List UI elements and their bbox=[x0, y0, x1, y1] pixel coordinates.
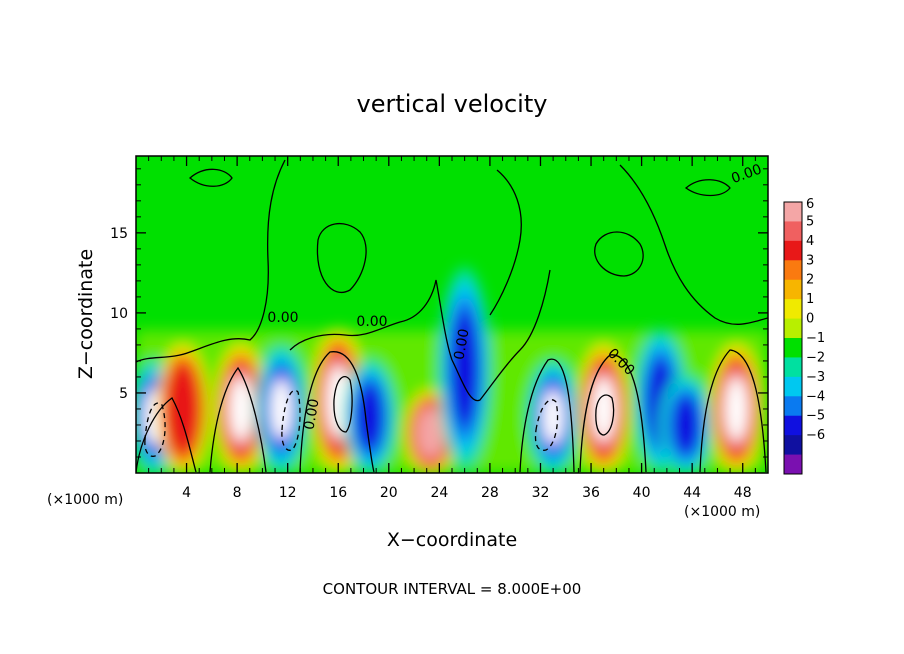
zero-contour bbox=[316, 222, 367, 293]
x-tick-label: 48 bbox=[734, 485, 752, 501]
zero-contour bbox=[299, 351, 375, 473]
x-tick-label: 24 bbox=[430, 485, 448, 501]
colorbar-swatch bbox=[784, 396, 802, 417]
colorbar-label: −5 bbox=[806, 409, 825, 424]
x-tick-label: 36 bbox=[582, 485, 600, 501]
colorbar-swatch bbox=[784, 240, 802, 261]
zero-contour bbox=[684, 179, 731, 197]
colorbar-label: −4 bbox=[806, 389, 825, 404]
contour-label: 0.00 bbox=[267, 310, 298, 326]
positive-contour bbox=[333, 376, 353, 433]
negative-contour bbox=[534, 399, 559, 451]
contour-label: 0.00 bbox=[301, 398, 322, 431]
updraft-cell bbox=[592, 378, 615, 440]
zero-contour bbox=[619, 164, 768, 325]
updraft-cell bbox=[725, 378, 748, 440]
x-axis-label: X−coordinate bbox=[387, 529, 517, 551]
contour-layer bbox=[136, 159, 768, 473]
colorbar-label: 2 bbox=[806, 273, 814, 288]
updraft-cell bbox=[416, 406, 445, 460]
colorbar-label: 1 bbox=[806, 292, 814, 307]
colorbar-label: −2 bbox=[806, 350, 825, 365]
x-tick-label: 32 bbox=[532, 485, 550, 501]
colorbar-swatch bbox=[784, 318, 802, 339]
colorbar: 6 5 4 3 2 1 0 −1 −2 −3 −4 −5 −6 bbox=[783, 197, 825, 475]
zero-contour bbox=[699, 349, 767, 473]
updraft-cell bbox=[229, 378, 252, 440]
zero-contour bbox=[594, 231, 644, 277]
colorbar-label: 0 bbox=[806, 312, 814, 327]
field-layer bbox=[136, 266, 768, 473]
x-tick-label: 28 bbox=[481, 485, 499, 501]
colorbar-swatch bbox=[784, 376, 802, 397]
colorbar-swatch bbox=[784, 357, 802, 378]
x-axis-ticks: 4 8 12 16 20 24 28 32 36 40 44 48 bbox=[148, 156, 756, 501]
x-tick-label: 20 bbox=[380, 485, 398, 501]
x-tick-label: 8 bbox=[233, 485, 242, 501]
zero-contour bbox=[289, 279, 453, 361]
x-tick-label: 44 bbox=[683, 485, 701, 501]
zero-contour bbox=[579, 354, 647, 473]
y-axis-label: Z−coordinate bbox=[75, 249, 97, 379]
colorbar-swatch bbox=[784, 221, 802, 242]
downdraft-cell bbox=[542, 389, 565, 445]
x-axis-unit-right: (×1000 m) bbox=[684, 504, 760, 520]
colorbar-label: −6 bbox=[806, 428, 825, 443]
colorbar-swatch bbox=[784, 454, 802, 475]
colorbar-swatch bbox=[784, 202, 802, 222]
downdraft-cell bbox=[270, 378, 293, 440]
y-tick-label: 5 bbox=[119, 386, 128, 402]
colorbar-frame bbox=[783, 201, 803, 475]
zero-contour bbox=[451, 269, 551, 402]
contour-label: 0.00 bbox=[451, 328, 472, 361]
colorbar-swatch bbox=[784, 415, 802, 436]
colorbar-swatch bbox=[784, 299, 802, 320]
colorbar-swatch bbox=[784, 435, 802, 456]
zero-contour bbox=[188, 168, 233, 187]
chart-title: vertical velocity bbox=[357, 90, 548, 118]
colorbar-label: 4 bbox=[806, 234, 814, 249]
zero-contour bbox=[136, 397, 197, 473]
field-blur-group bbox=[136, 266, 768, 473]
updraft-cell bbox=[164, 361, 201, 457]
x-tick-label: 4 bbox=[182, 485, 191, 501]
colorbar-swatch bbox=[784, 338, 802, 358]
downdraft-cell bbox=[355, 382, 385, 452]
x-tick-label: 16 bbox=[329, 485, 347, 501]
positive-contour bbox=[595, 394, 615, 436]
colorbar-swatch bbox=[784, 260, 802, 281]
contour-interval-note: CONTOUR INTERVAL = 8.000E+00 bbox=[323, 580, 582, 598]
downdraft-cell bbox=[671, 394, 701, 456]
zero-contour bbox=[136, 159, 286, 363]
colorbar-swatch bbox=[784, 279, 802, 300]
downdraft-cell bbox=[450, 310, 479, 428]
zero-contour bbox=[489, 169, 522, 316]
colorbar-label: −1 bbox=[806, 331, 825, 346]
updraft-cell bbox=[327, 367, 350, 435]
colorbar-label: 5 bbox=[806, 214, 814, 229]
x-tick-label: 40 bbox=[633, 485, 651, 501]
x-axis-unit-left: (×1000 m) bbox=[47, 492, 123, 508]
zero-contour bbox=[209, 366, 267, 473]
colorbar-label: 6 bbox=[806, 197, 814, 212]
plot-area: 0.00 0.000.000.000.000.00 4 8 12 16 20 24 28 32 3… bbox=[110, 155, 769, 501]
zero-contour bbox=[519, 358, 575, 473]
y-tick-label: 15 bbox=[110, 226, 128, 242]
colorbar-label: 3 bbox=[806, 253, 814, 268]
negative-contour bbox=[144, 402, 166, 457]
x-tick-label: 12 bbox=[279, 485, 297, 501]
contour-label: 0.00 bbox=[356, 314, 387, 330]
y-axis-ticks: 5 10 15 bbox=[110, 168, 768, 458]
colorbar-label: −3 bbox=[806, 370, 825, 385]
y-tick-label: 10 bbox=[110, 306, 128, 322]
